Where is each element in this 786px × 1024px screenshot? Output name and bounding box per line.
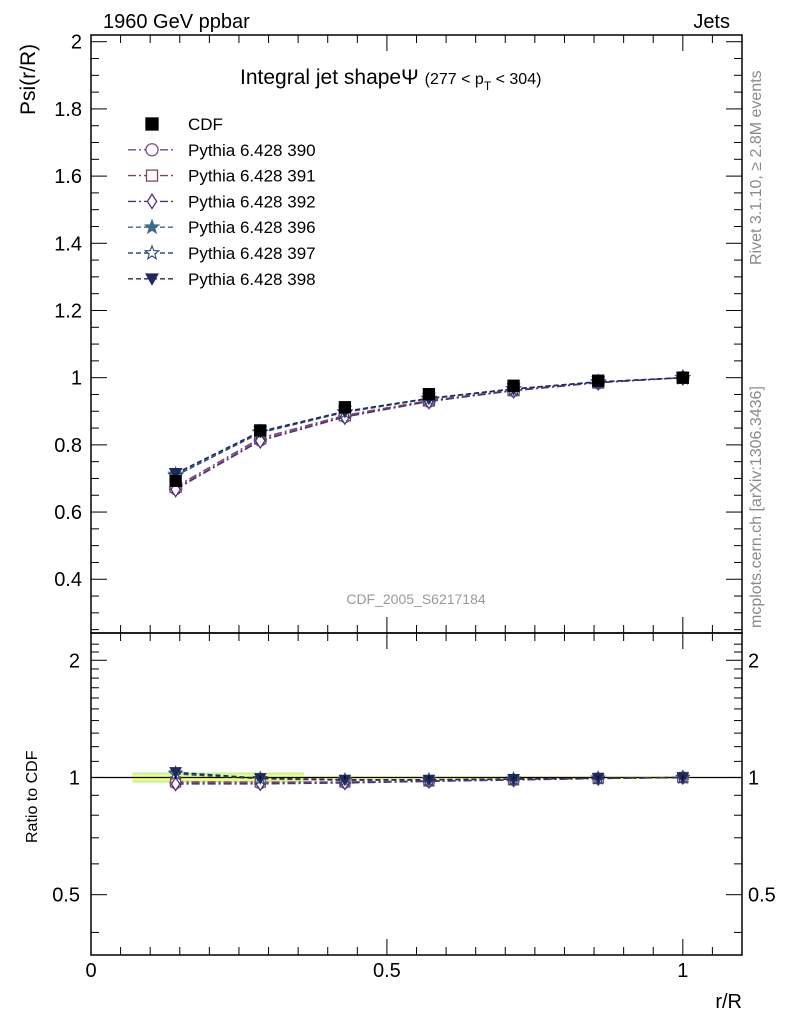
- y-tick-label: 1.4: [54, 233, 82, 255]
- series-point-2: [170, 481, 182, 498]
- legend-label-3: Pythia 6.428 396: [188, 218, 316, 237]
- series-layer: [167, 368, 692, 792]
- chart-title-range-end: < 304): [491, 71, 541, 88]
- mcplots-label: mcplots.cern.ch [arXiv:1306.3436]: [748, 386, 765, 628]
- ratio-point-5: [422, 774, 436, 787]
- legend-label-2: Pythia 6.428 392: [188, 192, 316, 211]
- ratio-point-2: [170, 776, 181, 792]
- ratio-tick-label-left: 0.5: [52, 885, 80, 907]
- ratio-point-5: [507, 774, 520, 786]
- data-point: [507, 379, 520, 392]
- x-axis-label: r/R: [715, 991, 742, 1013]
- legend-label-5: Pythia 6.428 398: [188, 270, 316, 289]
- legend-label-4: Pythia 6.428 397: [188, 244, 316, 263]
- y-tick-label: 0.8: [54, 435, 82, 457]
- data-point: [254, 424, 267, 437]
- legend-marker-3: [143, 218, 161, 235]
- data-point: [338, 401, 352, 414]
- y-tick-label: 1.2: [54, 300, 82, 322]
- ratio-y-axis-label: Ratio to CDF: [24, 750, 41, 843]
- chart-title-subscript: T: [484, 79, 492, 93]
- x-tick-label: 1: [677, 960, 688, 982]
- ratio-point-5: [169, 767, 182, 779]
- legend-marker-5: [145, 273, 159, 286]
- legend-marker-2: [146, 193, 158, 210]
- ratio-tick-label-left: 2: [69, 650, 80, 672]
- chart-title-main: Integral jet shapeΨ: [240, 66, 419, 89]
- legend-marker-data: [145, 117, 159, 131]
- rivet-version-label: Rivet 3.1.10, ≥ 2.8M events: [748, 70, 765, 265]
- legend-label-0: Pythia 6.428 390: [188, 141, 316, 160]
- legend-label-1: Pythia 6.428 391: [188, 167, 316, 186]
- axes-layer: 0 0.5 1 0.4 0.6 0.8 1 1.2 1.4 1.6 1.8 2 0.5 0.5 1 1 2 2: [52, 32, 776, 982]
- data-point: [169, 474, 182, 487]
- analysis-watermark: CDF_2005_S6217184: [346, 591, 486, 607]
- y-tick-label: 2: [71, 32, 82, 54]
- x-tick-label: 0.5: [373, 960, 401, 982]
- y-tick-label: 0.4: [54, 569, 82, 591]
- ratio-tick-label-right: 1: [748, 767, 759, 789]
- ratio-tick-label-right: 2: [748, 650, 759, 672]
- ratio-tick-label-right: 0.5: [748, 885, 776, 907]
- ratio-tick-label-left: 1: [69, 767, 80, 789]
- chart-title: Integral jet shapeΨ (277 < pT < 304): [240, 66, 541, 93]
- y-tick-label: 0.6: [54, 502, 82, 524]
- legend-marker-4: [143, 244, 161, 261]
- header-process-label: Jets: [693, 11, 730, 33]
- data-point: [592, 374, 605, 387]
- chart-title-range: (277 < p: [425, 71, 484, 88]
- y-tick-label: 1.6: [54, 166, 82, 188]
- ratio-plot-frame: [90, 632, 743, 956]
- series-point-5: [168, 467, 183, 481]
- y-tick-label: 1: [71, 368, 82, 390]
- x-tick-label: 0: [85, 960, 96, 982]
- header-energy-label: 1960 GeV ppbar: [103, 11, 250, 33]
- legend-marker-1: [145, 169, 159, 182]
- y-tick-label: 1.8: [54, 99, 82, 121]
- legend-marker-0: [145, 143, 159, 157]
- y-axis-label: Psi(r/R): [17, 44, 40, 115]
- legend: CDF Pythia 6.428 390 Pythia 6.428 391 Pythi…: [128, 115, 316, 289]
- ratio-point-5: [338, 774, 352, 787]
- data-point: [422, 387, 436, 401]
- data-point: [676, 371, 689, 384]
- legend-label-data: CDF: [188, 115, 223, 134]
